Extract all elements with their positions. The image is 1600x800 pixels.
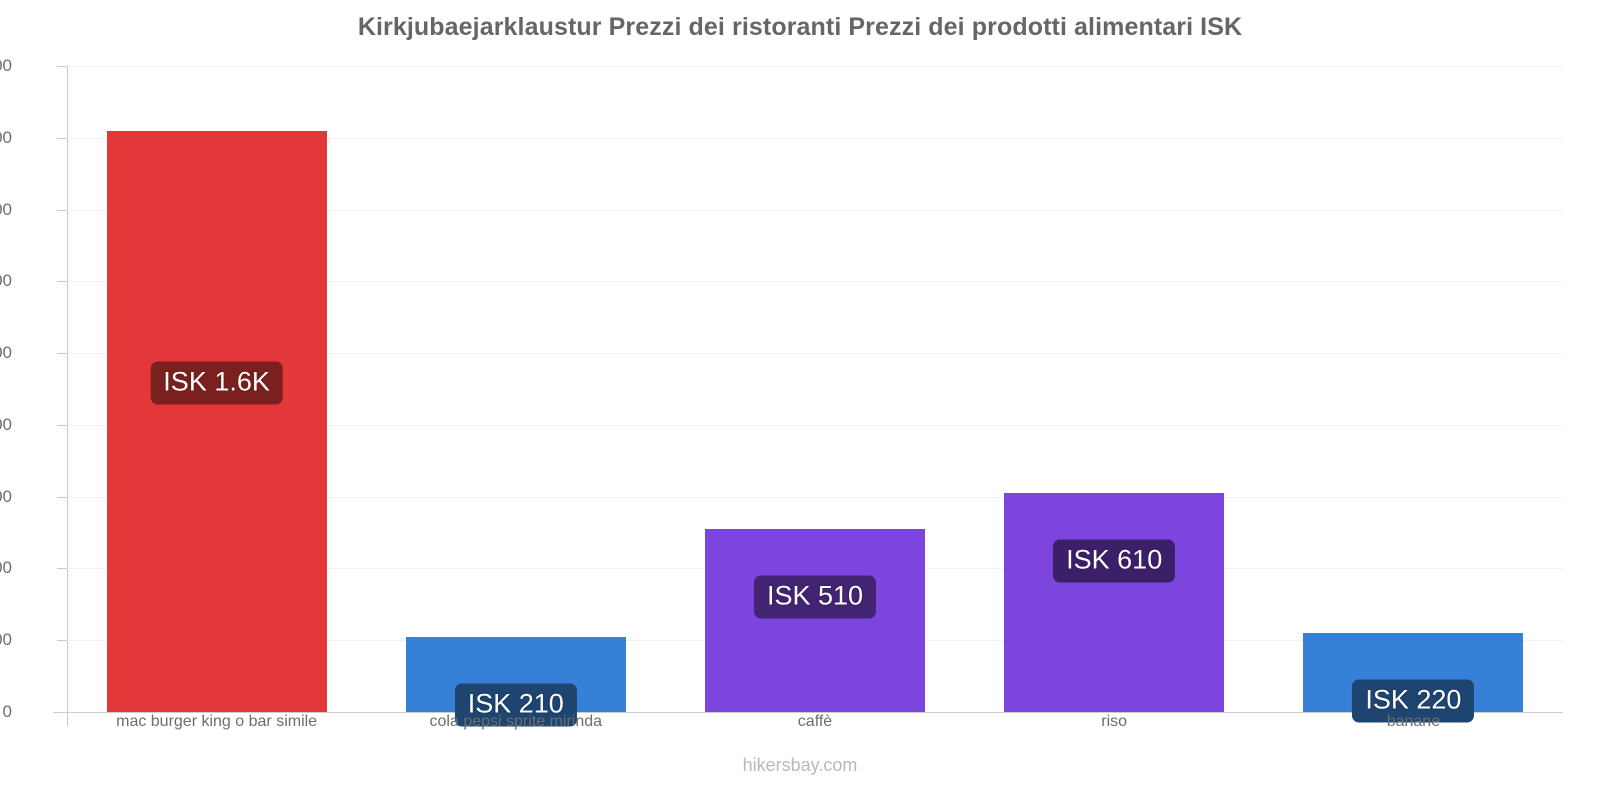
gridline <box>67 137 1563 139</box>
y-axis-tick-label: 1400 <box>0 199 12 219</box>
x-axis-tick-label: banane <box>1386 713 1441 730</box>
y-axis-tick-mark <box>57 281 67 283</box>
plot-area: ISK 1.6K ISK 210 ISK 510 ISK 610 ISK 220 <box>53 66 1563 727</box>
gridline <box>67 66 1563 67</box>
footer-watermark: hikersbay.com <box>742 755 858 775</box>
y-axis-tick-mark <box>57 568 67 570</box>
gridline <box>67 353 1563 355</box>
bar[interactable] <box>106 130 327 712</box>
x-axis-tick-label: riso <box>1101 713 1128 730</box>
bar[interactable] <box>1004 493 1225 712</box>
y-axis-tick-mark <box>57 424 67 426</box>
y-axis-tick-label: 400 <box>0 558 12 578</box>
bar-data-label: ISK 1.6K <box>150 361 283 405</box>
gridline <box>67 496 1563 498</box>
chart-title: Kirkjubaejarklaustur Prezzi dei ristoran… <box>357 13 1243 41</box>
y-axis-tick-mark <box>57 640 67 642</box>
bar-data-label: ISK 220 <box>1352 679 1475 723</box>
y-axis-tick-mark <box>57 137 67 139</box>
y-axis-tick-label: 1000 <box>0 343 12 363</box>
y-axis-tick-mark <box>57 209 67 211</box>
x-axis-tick-label: mac burger king o bar simile <box>116 713 318 730</box>
bar-data-label: ISK 510 <box>753 575 877 619</box>
gridline <box>67 209 1563 211</box>
y-axis-tick-label: 800 <box>0 414 12 434</box>
bar[interactable] <box>705 528 925 712</box>
gridline <box>67 281 1563 283</box>
y-axis-tick-mark <box>57 496 67 498</box>
x-axis-tick-label: cola pepsi sprite mirinda <box>429 713 603 730</box>
y-axis-line <box>67 66 68 726</box>
y-axis-tick-label: 200 <box>0 630 12 650</box>
y-axis-tick-label: 1600 <box>0 127 12 147</box>
gridline <box>67 424 1563 426</box>
y-axis-tick-label: 0 <box>2 702 12 721</box>
x-axis-tick-label: caffè <box>797 713 833 730</box>
y-axis-tick-label: 1200 <box>0 271 12 291</box>
y-axis-tick-label: 1800 <box>0 56 12 75</box>
y-axis-tick-mark <box>57 353 67 355</box>
y-axis-tick-label: 600 <box>0 486 12 506</box>
gridline <box>53 712 1563 713</box>
bar-data-label: ISK 610 <box>1053 539 1176 583</box>
bar-data-label: ISK 210 <box>454 683 577 727</box>
y-axis-tick-mark <box>57 66 67 67</box>
